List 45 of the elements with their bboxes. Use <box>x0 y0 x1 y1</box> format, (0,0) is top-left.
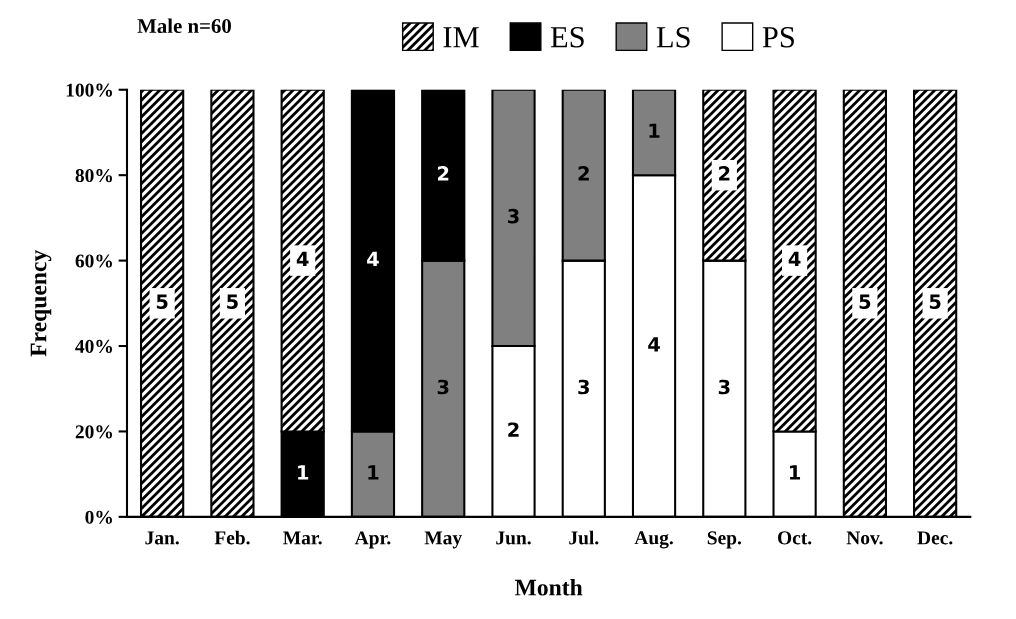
x-tick-label: Nov. <box>846 531 883 545</box>
annotation: 3 <box>718 379 730 395</box>
annotation: 1 <box>368 465 379 480</box>
annotation: 3 <box>508 208 519 224</box>
y-tick-label: 100% <box>66 83 112 97</box>
annotation: 1 <box>649 123 660 138</box>
legend-label: ES <box>550 26 584 48</box>
chart-title: Male n=60 <box>137 18 231 34</box>
annotation: 4 <box>648 337 660 352</box>
y-tick-label: 60% <box>75 254 112 268</box>
annotation: 5 <box>859 294 871 309</box>
legend-label: PS <box>762 26 794 48</box>
x-tick-label: Aug. <box>634 531 673 549</box>
annotation: 3 <box>437 379 449 395</box>
x-tick-label: Mar. <box>283 531 322 545</box>
annotation: 2 <box>578 166 589 181</box>
annotation: 2 <box>438 166 449 181</box>
annotation: 1 <box>298 465 309 480</box>
x-axis-title: Month <box>514 578 583 596</box>
annotation: 5 <box>227 294 238 309</box>
legend-label: LS <box>656 26 690 48</box>
annotation: 5 <box>929 294 941 309</box>
y-tick-label: 80% <box>75 168 112 183</box>
x-tick-label: Jan. <box>145 531 179 545</box>
x-tick-label: Jun. <box>496 531 531 545</box>
annotation: 1 <box>790 465 801 480</box>
x-tick-label: Apr. <box>354 531 391 549</box>
y-tick-label: 20% <box>75 425 112 439</box>
x-tick-label: May <box>424 531 462 549</box>
x-tick-label: Sep. <box>707 531 742 549</box>
annotation: 4 <box>367 251 379 266</box>
x-tick-label: Dec. <box>917 531 953 545</box>
annotation: 5 <box>156 294 168 309</box>
annotation: 2 <box>508 422 519 437</box>
x-tick-label: Jul. <box>569 530 599 545</box>
annotation: 2 <box>719 166 730 181</box>
x-tick-label: Oct. <box>778 531 812 545</box>
x-tick-label: Feb. <box>214 530 250 545</box>
y-tick-label: 0% <box>85 510 112 524</box>
y-axis-title: Frequency <box>30 249 52 357</box>
annotation: 3 <box>578 379 589 395</box>
annotation: 4 <box>296 251 309 266</box>
legend-label: IM <box>443 27 479 48</box>
y-tick-label: 40% <box>75 339 112 354</box>
annotation: 4 <box>788 251 801 266</box>
